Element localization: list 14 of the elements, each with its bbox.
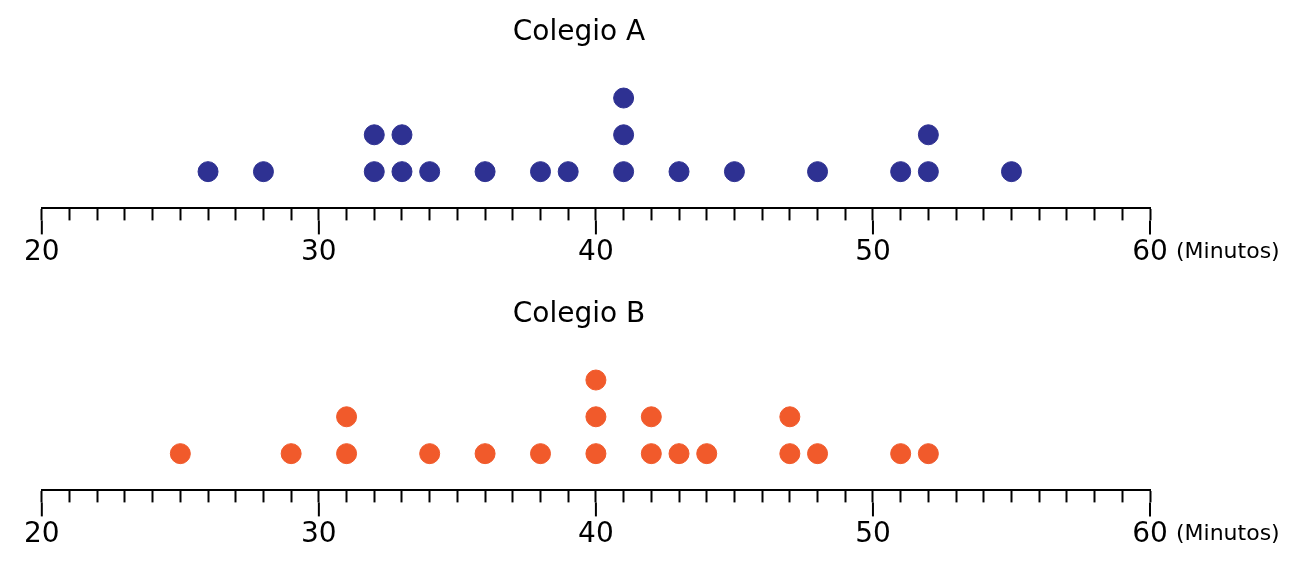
x-tick-label: 20 bbox=[23, 516, 60, 550]
x-tick-label: 40 bbox=[578, 516, 614, 550]
x-axis-title: (Minutos) bbox=[1176, 520, 1280, 546]
x-tick-label: 60 bbox=[1132, 234, 1168, 268]
x-axis-title: (Minutos) bbox=[1176, 238, 1280, 264]
x-tick-label: 20 bbox=[23, 234, 60, 268]
x-tick-label: 40 bbox=[578, 234, 614, 268]
x-tick-label: 30 bbox=[301, 234, 337, 268]
chart-title: Colegio B bbox=[512, 296, 646, 330]
x-tick-label: 60 bbox=[1132, 516, 1168, 550]
x-tick-label: 50 bbox=[855, 234, 891, 268]
x-tick-label: 50 bbox=[855, 516, 891, 550]
chart-title: Colegio A bbox=[512, 14, 646, 48]
x-tick-label: 30 bbox=[301, 516, 337, 550]
